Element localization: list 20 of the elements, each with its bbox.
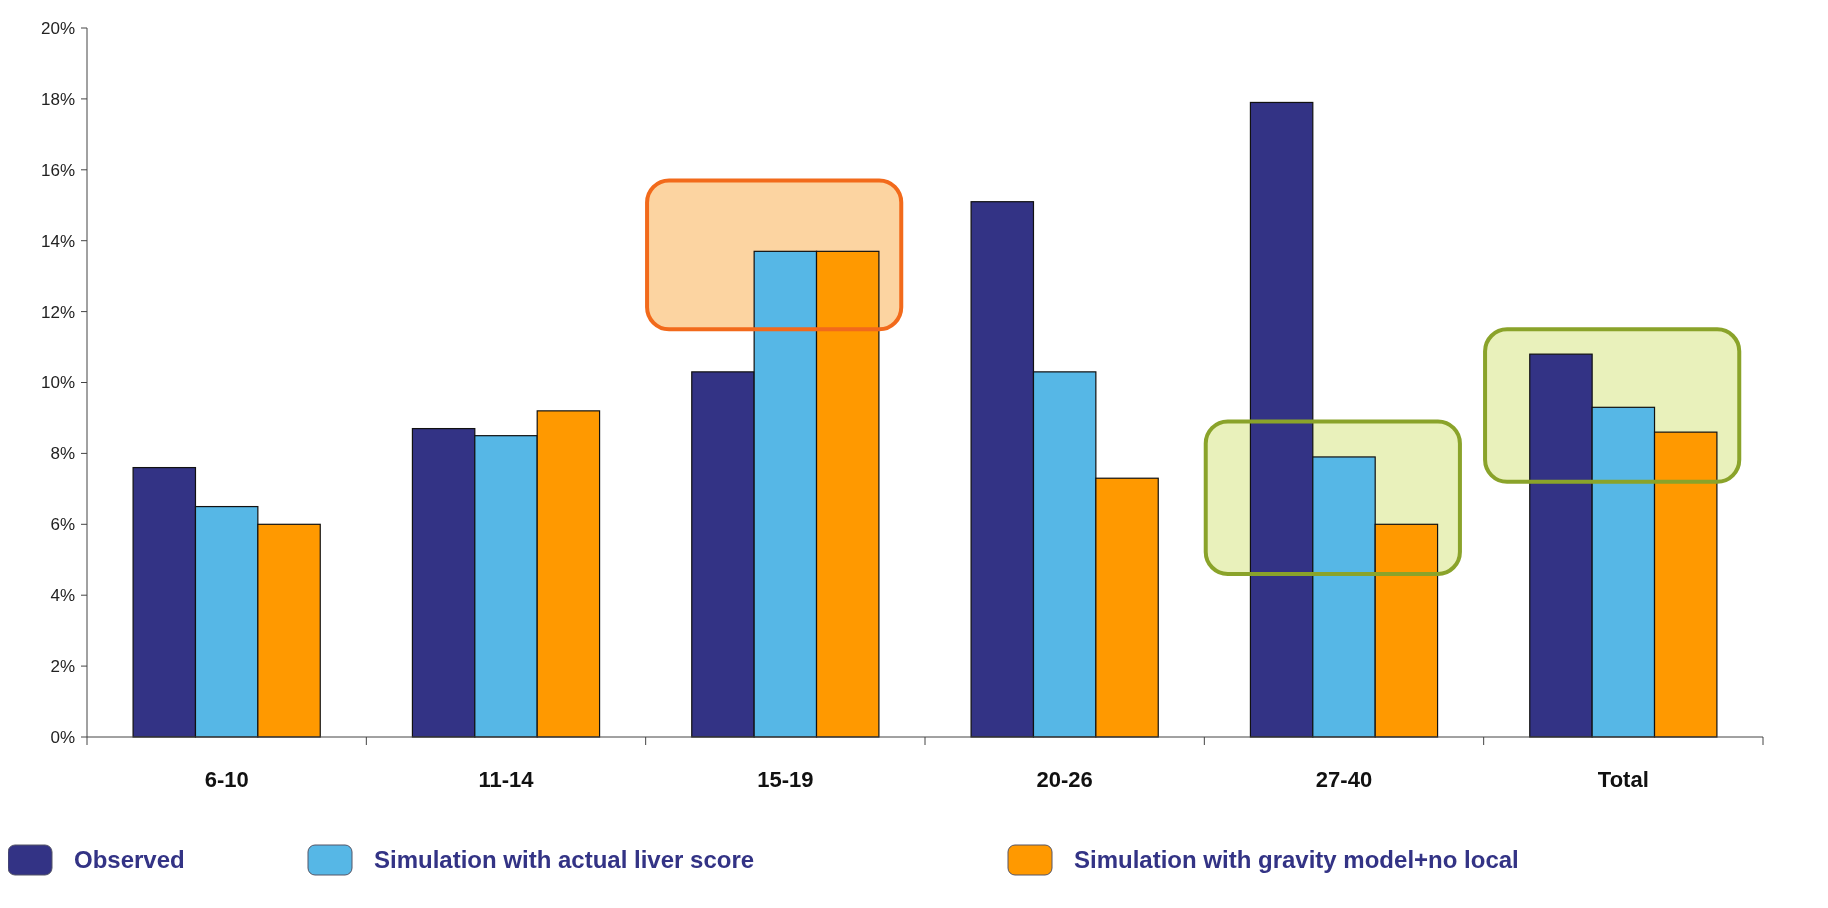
x-tick-label: 15-19	[757, 767, 814, 792]
y-tick-label: 18%	[40, 89, 75, 109]
legend-label: Simulation with gravity model+no local	[1074, 846, 1519, 874]
x-tick-label: 11-14	[478, 767, 535, 792]
legend-label: Observed	[74, 846, 185, 874]
y-tick-label: 12%	[40, 302, 75, 322]
y-tick-label: 14%	[40, 231, 75, 251]
x-tick-label: 20-26	[1036, 767, 1093, 792]
y-tick-label: 6%	[50, 515, 75, 535]
y-tick-label: 4%	[50, 586, 75, 606]
x-tick-label: 6-10	[204, 767, 249, 792]
y-tick-label: 16%	[40, 160, 75, 180]
y-tick-label: 10%	[40, 373, 75, 393]
x-tick-label: Total	[1597, 767, 1649, 792]
y-tick-label: 2%	[50, 657, 75, 677]
y-tick-label: 20%	[40, 18, 75, 38]
y-tick-label: 0%	[50, 727, 75, 747]
x-tick-label: 27-40	[1315, 767, 1373, 792]
y-tick-label: 8%	[50, 444, 75, 464]
legend-label: Simulation with actual liver score	[374, 846, 755, 874]
